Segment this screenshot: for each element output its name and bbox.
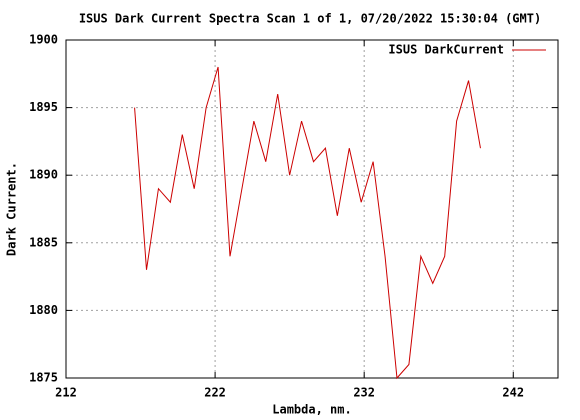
data-line [134,66,481,380]
y-tick-label: 1885 [29,235,58,249]
chart-title: ISUS Dark Current Spectra Scan 1 of 1, 0… [79,12,541,26]
x-tick-label: 222 [204,386,226,400]
y-tick-label: 1900 [29,33,58,47]
y-tick-label: 1890 [29,168,58,182]
y-tick-label: 1875 [29,371,58,385]
y-tick-label: 1880 [29,303,58,317]
x-tick-label: 232 [353,386,375,400]
y-axis-label: Dark Current. [5,162,19,256]
legend-label: ISUS DarkCurrent [388,43,504,57]
plot-border [65,39,559,379]
y-tick-label: 1895 [29,100,58,114]
x-tick-label: 242 [502,386,524,400]
x-axis-label: Lambda, nm. [272,403,351,417]
x-tick-label: 212 [55,386,77,400]
